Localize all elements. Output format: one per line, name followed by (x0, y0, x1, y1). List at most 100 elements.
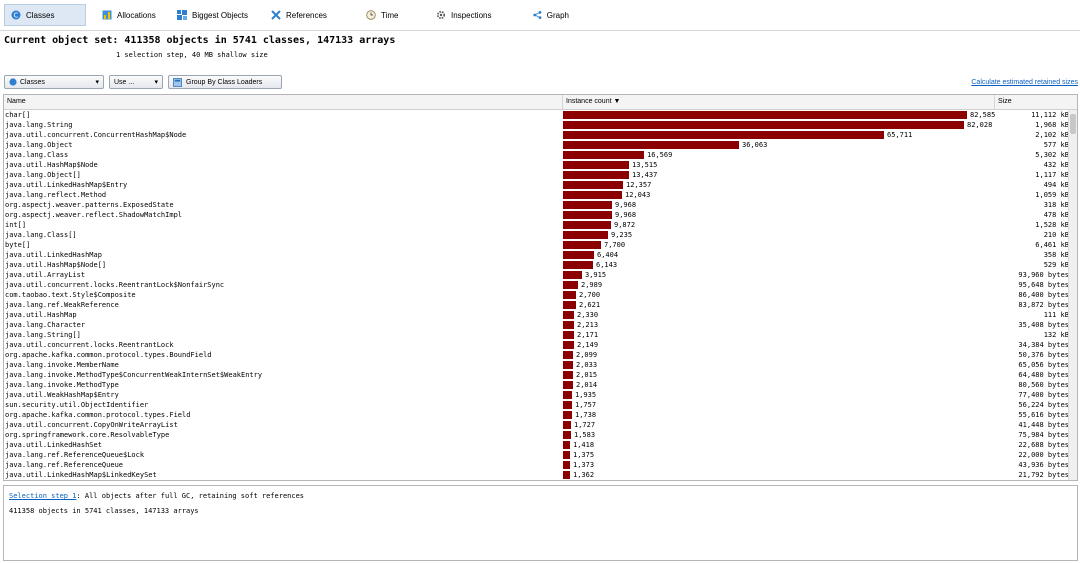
table-row[interactable]: java.util.LinkedHashMap$LinkedKeySet 1,36… (4, 470, 1069, 480)
table-row[interactable]: byte[] 7,700 6,461 kB (4, 240, 1069, 250)
table-row[interactable]: java.util.WeakHashMap$Entry 1,935 77,400 b… (4, 390, 1069, 400)
table-row[interactable]: java.lang.reflect.Method 12,043 1,059 kB (4, 190, 1069, 200)
table-row[interactable]: org.apache.kafka.common.protocol.types.B… (4, 350, 1069, 360)
table-row[interactable]: java.lang.invoke.MethodType$ConcurrentWe… (4, 370, 1069, 380)
allocations-icon (102, 10, 112, 20)
table-row[interactable]: sun.security.util.ObjectIdentifier 1,757 5… (4, 400, 1069, 410)
shallow-size: 6,461 kB (1035, 241, 1069, 249)
instance-count-bar (563, 451, 570, 459)
table-row[interactable]: java.lang.Class 16,569 5,302 kB (4, 150, 1069, 160)
shallow-size: 56,224 bytes (1018, 401, 1069, 409)
instance-count: 2,330 (577, 311, 599, 319)
table-row[interactable]: java.lang.String 82,028 1,968 kB (4, 120, 1069, 130)
class-name: org.aspectj.weaver.patterns.ExposedState (5, 201, 174, 209)
instance-count: 36,063 (742, 141, 768, 149)
shallow-size: 83,872 bytes (1018, 301, 1069, 309)
page-title: Current object set: 411358 objects in 57… (4, 35, 396, 46)
shallow-size: 1,968 kB (1035, 121, 1069, 129)
table-row[interactable]: java.util.concurrent.ConcurrentHashMap$N… (4, 130, 1069, 140)
scrollbar-thumb[interactable] (1070, 114, 1076, 134)
class-name: java.util.LinkedHashMap$Entry (5, 181, 128, 189)
table-row[interactable]: java.lang.Object 36,063 577 kB (4, 140, 1069, 150)
table-row[interactable]: java.util.LinkedHashSet 1,418 22,688 bytes (4, 440, 1069, 450)
class-name: java.util.LinkedHashMap$LinkedKeySet (5, 471, 157, 479)
tab-references[interactable]: References (265, 4, 335, 26)
tab-biggest-objects[interactable]: Biggest Objects (171, 4, 257, 26)
class-name: org.apache.kafka.common.protocol.types.F… (5, 411, 191, 419)
selection-step-link[interactable]: Selection step 1 (9, 492, 77, 500)
table-row[interactable]: java.util.HashMap$Node[] 6,143 529 kB (4, 260, 1069, 270)
shallow-size: 21,792 bytes (1018, 471, 1069, 479)
column-header-size[interactable]: Size (998, 98, 1012, 105)
table-row[interactable]: java.lang.String[] 2,171 132 kB (4, 330, 1069, 340)
tab-time[interactable]: Time (360, 4, 410, 26)
table-row[interactable]: org.aspectj.weaver.patterns.ExposedState… (4, 200, 1069, 210)
table-row[interactable]: java.lang.invoke.MemberName 2,033 65,056 b… (4, 360, 1069, 370)
column-header-name[interactable]: Name (4, 95, 563, 109)
table-row[interactable]: java.util.concurrent.CopyOnWriteArrayLis… (4, 420, 1069, 430)
group-by-class-loaders-button[interactable]: Group By Class Loaders (168, 75, 282, 89)
table-row[interactable]: java.lang.Character 2,213 35,408 bytes (4, 320, 1069, 330)
chevron-down-icon: ▾ (95, 79, 99, 86)
clock-icon (366, 10, 376, 20)
class-name: char[] (5, 111, 31, 119)
class-name: java.util.LinkedHashMap (5, 251, 102, 259)
table-row[interactable]: com.taobao.text.Style$Composite 2,700 86,4… (4, 290, 1069, 300)
table-row[interactable]: int[] 9,872 1,528 kB (4, 220, 1069, 230)
shallow-size: 432 kB (1043, 161, 1069, 169)
shallow-size: 55,616 bytes (1018, 411, 1069, 419)
class-name: org.aspectj.weaver.reflect.ShadowMatchIm… (5, 211, 183, 219)
table-row[interactable]: java.lang.ref.ReferenceQueue 1,373 43,936 … (4, 460, 1069, 470)
instance-count: 82,585 (970, 111, 996, 119)
shallow-size: 50,376 bytes (1018, 351, 1069, 359)
tab-allocations[interactable]: Allocations (96, 4, 168, 26)
table-row[interactable]: java.util.HashMap 2,330 111 kB (4, 310, 1069, 320)
classes-view-select[interactable]: Classes ▾ (4, 75, 104, 89)
table-row[interactable]: java.lang.Object[] 13,437 1,117 kB (4, 170, 1069, 180)
vertical-scrollbar[interactable] (1068, 110, 1077, 480)
column-header-instance-count[interactable]: Instance count ▼ (563, 95, 995, 109)
tab-label: References (286, 10, 327, 20)
instance-count-bar (563, 461, 570, 469)
shallow-size: 41,448 bytes (1018, 421, 1069, 429)
table-row[interactable]: java.lang.invoke.MethodType 2,014 80,560 b… (4, 380, 1069, 390)
table-row[interactable]: java.util.LinkedHashMap 6,404 358 kB (4, 250, 1069, 260)
table-row[interactable]: java.lang.ref.WeakReference 2,621 83,872 b… (4, 300, 1069, 310)
classes-icon (9, 78, 17, 86)
table-row[interactable]: org.apache.kafka.common.protocol.types.F… (4, 410, 1069, 420)
class-name: java.lang.invoke.MethodType$ConcurrentWe… (5, 371, 263, 379)
table-row[interactable]: java.util.concurrent.locks.ReentrantLock… (4, 280, 1069, 290)
shallow-size: 2,102 kB (1035, 131, 1069, 139)
table-row[interactable]: org.aspectj.weaver.reflect.ShadowMatchIm… (4, 210, 1069, 220)
instance-count: 2,149 (577, 341, 599, 349)
calculate-retained-sizes-link[interactable]: Calculate estimated retained sizes (971, 79, 1078, 86)
tab-inspections[interactable]: Inspections (430, 4, 500, 26)
table-row[interactable]: java.lang.Class[] 9,235 210 kB (4, 230, 1069, 240)
instance-count-label: Instance count (566, 98, 612, 105)
table-row[interactable]: java.util.concurrent.locks.ReentrantLock… (4, 340, 1069, 350)
instance-count: 9,968 (615, 211, 637, 219)
table-row[interactable]: java.util.HashMap$Node 13,515 432 kB (4, 160, 1069, 170)
biggest-objects-icon (177, 10, 187, 20)
class-name: java.lang.Character (5, 321, 86, 329)
instance-count-bar (563, 471, 570, 479)
tab-graph[interactable]: Graph (527, 4, 575, 26)
tab-classes[interactable]: C Classes (4, 4, 86, 26)
table-row[interactable]: java.util.LinkedHashMap$Entry 12,357 494 k… (4, 180, 1069, 190)
selection-summary: 411358 objects in 5741 classes, 147133 a… (9, 507, 199, 515)
shallow-size: 22,000 bytes (1018, 451, 1069, 459)
table-row[interactable]: java.lang.ref.ReferenceQueue$Lock 1,375 22… (4, 450, 1069, 460)
instance-count-bar (563, 421, 571, 429)
class-name: java.util.concurrent.locks.ReentrantLock… (5, 281, 225, 289)
tab-label: Time (381, 10, 399, 20)
shallow-size: 1,528 kB (1035, 221, 1069, 229)
table-row[interactable]: java.util.ArrayList 3,915 93,960 bytes (4, 270, 1069, 280)
shallow-size: 358 kB (1043, 251, 1069, 259)
instance-count: 2,171 (577, 331, 599, 339)
instance-count-bar (563, 181, 623, 189)
table-row[interactable]: org.springframework.core.ResolvableType 1… (4, 430, 1069, 440)
use-button[interactable]: Use ... ▾ (109, 75, 163, 89)
instance-count-bar (563, 111, 967, 119)
table-row[interactable]: char[] 82,585 11,112 kB (4, 110, 1069, 120)
class-name: java.lang.invoke.MethodType (5, 381, 119, 389)
